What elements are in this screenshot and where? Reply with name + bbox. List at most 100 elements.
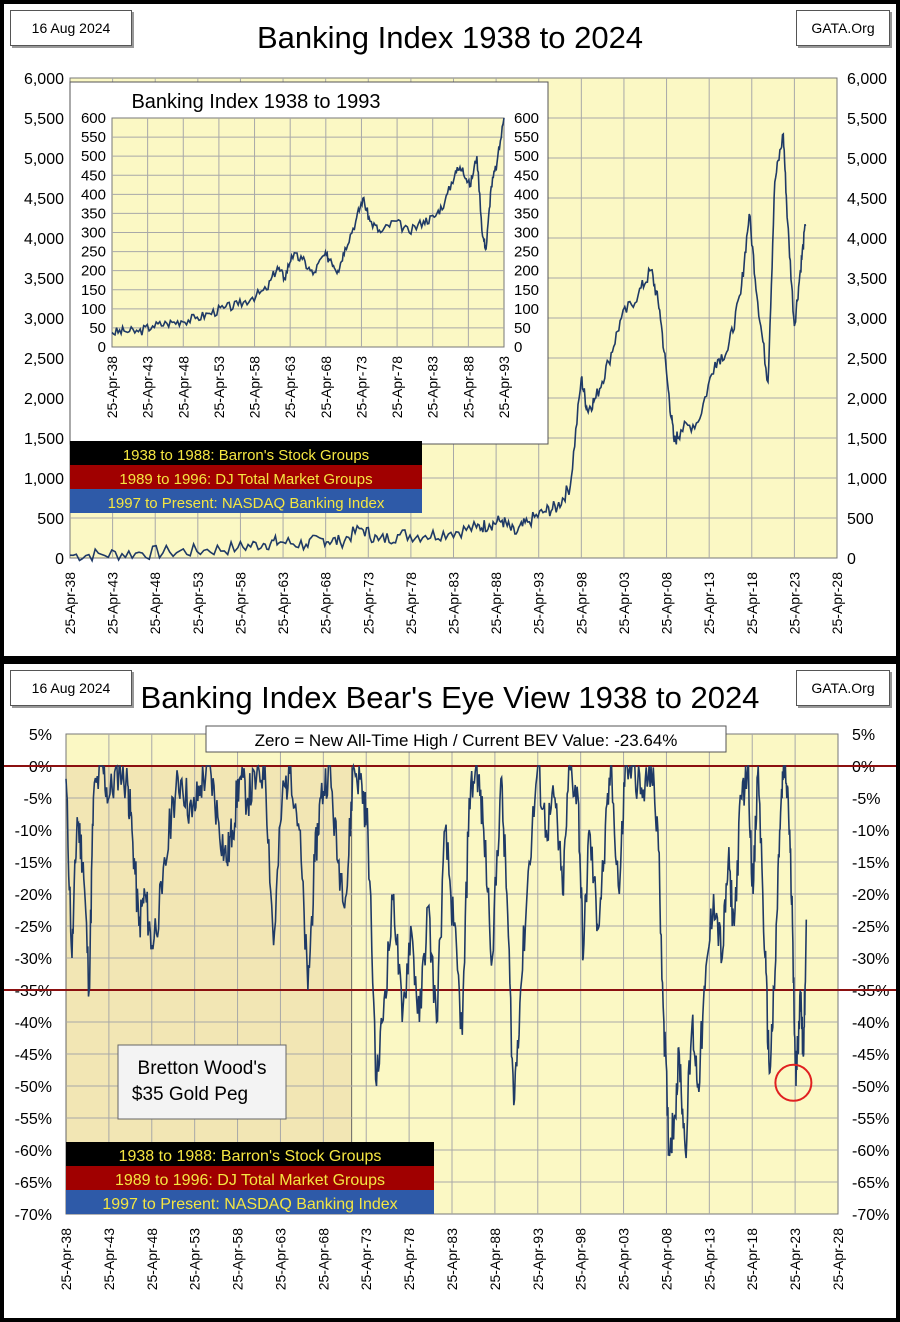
inset-y-tick-label-left: 100: [81, 301, 106, 318]
inset-y-tick-label-left: 450: [81, 167, 106, 184]
bev-y-tick-label-right: -65%: [852, 1175, 889, 1192]
bev-x-tick-label: 25-Apr-18: [744, 1228, 760, 1290]
top-y-tick-label-right: 5,000: [847, 151, 887, 168]
inset-x-tick-label: 25-Apr-63: [282, 356, 298, 418]
inset-y-tick-label-right: 50: [514, 320, 531, 337]
inset-y-tick-label-left: 0: [98, 339, 106, 356]
bev-x-tick-label: 25-Apr-53: [187, 1228, 203, 1290]
bottom-chart-panel: 16 Aug 2024 Banking Index Bear's Eye Vie…: [4, 664, 896, 1318]
current-drawdown-circle: [774, 1063, 813, 1102]
inset-x-tick-label: 25-Apr-58: [247, 356, 263, 418]
bev-y-tick-label-right: -55%: [852, 1111, 889, 1128]
bev-y-tick-label-right: -25%: [852, 919, 889, 936]
top-legend-swatch: [70, 465, 422, 489]
bev-legend-swatch: [66, 1166, 434, 1190]
top-x-tick-label: 25-Apr-23: [786, 572, 802, 634]
bottom-date-label: 16 Aug 2024: [10, 670, 132, 706]
inset-y-tick-label-left: 200: [81, 263, 106, 280]
inset-y-tick-label-left: 50: [89, 320, 106, 337]
top-y-tick-label-left: 0: [55, 551, 64, 568]
top-y-tick-label-left: 1,000: [24, 471, 64, 488]
bev-y-tick-label-right: 0%: [852, 759, 875, 776]
bev-legend-entry: 1989 to 1996: DJ Total Market Groups: [115, 1172, 385, 1189]
inset-y-tick-label-left: 400: [81, 186, 106, 203]
top-x-tick-label: 25-Apr-98: [573, 572, 589, 634]
top-x-tick-label: 25-Apr-68: [318, 572, 334, 634]
bev-y-tick-label-right: -15%: [852, 855, 889, 872]
top-x-tick-label: 25-Apr-83: [446, 572, 462, 634]
bev-x-tick-label: 25-Apr-28: [830, 1228, 846, 1290]
bev-y-tick-label-left: -20%: [15, 887, 52, 904]
top-y-tick-label-right: 0: [847, 551, 856, 568]
inset-y-tick-label-right: 350: [514, 205, 539, 222]
bev-x-tick-label: 25-Apr-03: [616, 1228, 632, 1290]
bretton-woods-line1: Bretton Wood's: [138, 1058, 267, 1079]
bev-x-tick-label: 25-Apr-23: [787, 1228, 803, 1290]
inset-x-tick-label: 25-Apr-43: [140, 356, 156, 418]
top-y-tick-label-right: 4,000: [847, 231, 887, 248]
bev-legend-swatch: [66, 1190, 434, 1214]
bev-y-tick-label-right: 5%: [852, 727, 875, 744]
bev-y-tick-label-right: -45%: [852, 1047, 889, 1064]
inset-title: Banking Index 1938 to 1993: [131, 91, 380, 113]
bev-banner-text: Zero = New All-Time High / Current BEV V…: [255, 731, 678, 750]
bev-x-tick-label: 25-Apr-73: [358, 1228, 374, 1290]
inset-x-tick-label: 25-Apr-88: [460, 356, 476, 418]
bretton-woods-box: [117, 1044, 287, 1120]
top-y-tick-label-right: 500: [847, 511, 874, 528]
top-x-tick-label: 25-Apr-43: [105, 572, 121, 634]
bev-x-tick-label: 25-Apr-68: [315, 1228, 331, 1290]
top-chart-title: Banking Index 1938 to 2024: [256, 20, 644, 55]
bottom-source-label: GATA.Org: [796, 670, 890, 706]
top-legend-entry: 1938 to 1988: Barron's Stock Groups: [123, 447, 369, 464]
bev-y-tick-label-right: -30%: [852, 951, 889, 968]
bev-y-tick-label-left: -60%: [15, 1143, 52, 1160]
bretton-woods-line2: $35 Gold Peg: [132, 1084, 248, 1105]
bev-y-tick-label-right: -60%: [852, 1143, 889, 1160]
top-y-tick-label-left: 2,500: [24, 351, 64, 368]
top-y-tick-label-left: 3,500: [24, 271, 64, 288]
bev-x-tick-label: 25-Apr-13: [701, 1228, 717, 1290]
bev-y-tick-label-right: -40%: [852, 1015, 889, 1032]
top-legend-swatch: [70, 441, 422, 465]
top-legend-entry: 1997 to Present: NASDAQ Banking Index: [108, 495, 385, 512]
top-x-tick-label: 25-Apr-03: [616, 572, 632, 634]
top-x-tick-label: 25-Apr-53: [190, 572, 206, 634]
inset-x-tick-label: 25-Apr-48: [175, 356, 191, 418]
bev-x-tick-label: 25-Apr-98: [573, 1228, 589, 1290]
top-date-label: 16 Aug 2024: [10, 10, 132, 46]
top-y-tick-label-left: 500: [37, 511, 64, 528]
bottom-chart-title: Banking Index Bear's Eye View 1938 to 20…: [140, 680, 760, 715]
bev-y-tick-label-left: -65%: [15, 1175, 52, 1192]
top-chart-panel: 16 Aug 2024 Banking Index 1938 to 2024 G…: [4, 4, 896, 656]
bev-y-tick-label-right: -20%: [852, 887, 889, 904]
top-x-tick-label: 25-Apr-08: [659, 572, 675, 634]
bev-x-tick-label: 25-Apr-83: [444, 1228, 460, 1290]
top-y-tick-label-right: 1,000: [847, 471, 887, 488]
inset-y-tick-label-left: 350: [81, 205, 106, 222]
top-y-tick-label-right: 2,000: [847, 391, 887, 408]
inset-y-tick-label-left: 600: [81, 110, 106, 127]
inset-y-tick-label-right: 450: [514, 167, 539, 184]
inset-y-tick-label-left: 550: [81, 129, 106, 146]
bev-legend-entry: 1938 to 1988: Barron's Stock Groups: [119, 1148, 382, 1165]
top-y-tick-label-left: 2,000: [24, 391, 64, 408]
bev-y-tick-label-left: -40%: [15, 1015, 52, 1032]
top-y-tick-label-left: 5,500: [24, 111, 64, 128]
top-y-tick-label-left: 6,000: [24, 71, 64, 88]
inset-banking-index-line: [111, 117, 505, 337]
bottom-chart-svg: 5% 5% 0% 0% -5% -5% -10% -10% -15% -15% -20% -20% -2…: [4, 725, 896, 1290]
top-x-tick-label: 25-Apr-78: [403, 572, 419, 634]
top-source-label: GATA.Org: [796, 10, 890, 46]
top-x-tick-label: 25-Apr-73: [360, 572, 376, 634]
bev-y-tick-label-left: -55%: [15, 1111, 52, 1128]
inset-y-tick-label-right: 300: [514, 225, 539, 242]
bev-y-tick-label-left: -25%: [15, 919, 52, 936]
bev-drawdown-line: [65, 762, 808, 1159]
top-y-tick-label-right: 4,500: [847, 191, 887, 208]
inset-x-tick-label: 25-Apr-53: [211, 356, 227, 418]
top-x-tick-label: 25-Apr-13: [701, 572, 717, 634]
inset-x-tick-label: 25-Apr-68: [318, 356, 334, 418]
inset-y-tick-label-left: 150: [81, 282, 106, 299]
bev-y-tick-label-left: -35%: [15, 983, 52, 1000]
